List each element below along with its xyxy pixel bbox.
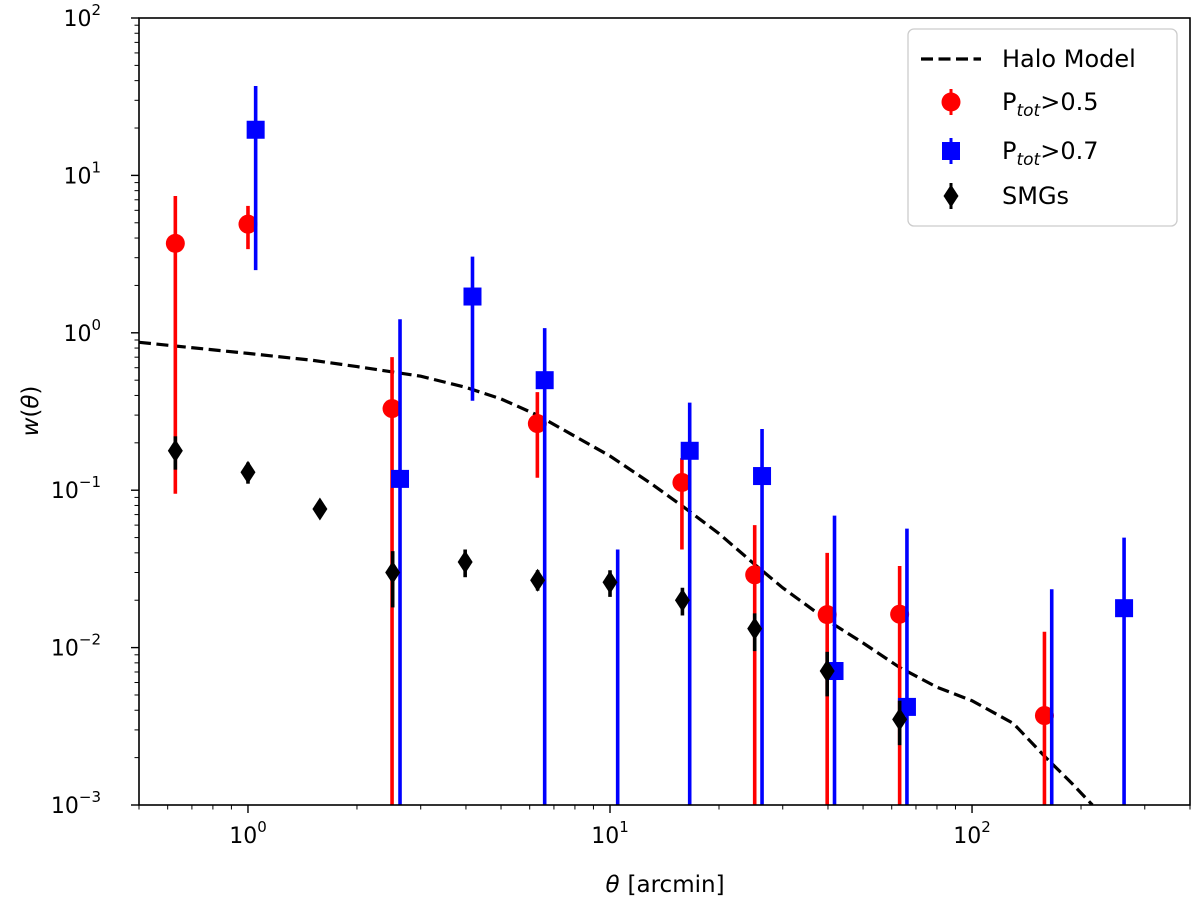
data-point [747,617,763,641]
series-layer [139,85,1134,805]
legend-swatch-marker [942,142,960,160]
data-point [897,697,916,716]
series-smg [167,436,908,746]
y-tick-label: 10−3 [51,788,101,819]
data-point [890,604,910,624]
data-point [527,414,547,434]
y-tick-label: 10−1 [51,473,101,504]
x-axis-label: θ [arcmin] [605,872,724,898]
legend-frame [907,28,1178,227]
series-p07 [246,85,1134,805]
data-point [602,570,618,594]
data-point [312,497,328,521]
data-point [1115,599,1134,618]
data-point [817,605,837,625]
data-point [240,460,256,484]
halo-model-line [139,340,1094,805]
data-point [165,233,185,253]
legend-label-p07: Ptot>0.7 [1002,137,1099,170]
legend-label-halo: Halo Model [1002,45,1136,73]
data-point [246,120,265,139]
data-point [745,565,765,585]
legend: Halo Model Ptot>0.5 Ptot>0.7 SMGs [907,28,1178,227]
legend-label-p05: Ptot>0.5 [1002,88,1099,121]
series-p05 [165,195,1054,805]
data-point [672,472,692,492]
data-point [753,467,772,486]
data-point [391,469,410,488]
axes: 100 101 102 10−3 10−2 10−1 100 101 102 [51,1,1191,849]
y-axis-label: w(θ) [18,386,44,437]
data-point [238,214,258,234]
legend-swatch-marker [943,184,959,208]
x-tick-label: 101 [591,818,629,849]
data-point [819,659,835,683]
x-tick-label: 102 [953,818,991,849]
data-point [382,399,402,419]
data-point [674,588,690,612]
y-tick-label: 100 [63,316,101,347]
data-point [680,441,699,460]
legend-label-smg: SMGs [1002,182,1069,210]
data-point [535,371,554,390]
data-point [385,561,401,585]
plot-frame [138,17,1191,806]
x-tick-label: 100 [229,818,267,849]
data-point [530,568,546,592]
legend-swatch-marker [941,92,961,112]
y-tick-label: 10−2 [51,631,101,662]
data-point [1034,706,1054,726]
data-point [892,707,908,731]
y-tick-label: 102 [63,1,101,32]
data-point [463,287,482,306]
data-point [457,550,473,574]
data-point [167,439,183,463]
y-tick-label: 101 [63,158,101,189]
